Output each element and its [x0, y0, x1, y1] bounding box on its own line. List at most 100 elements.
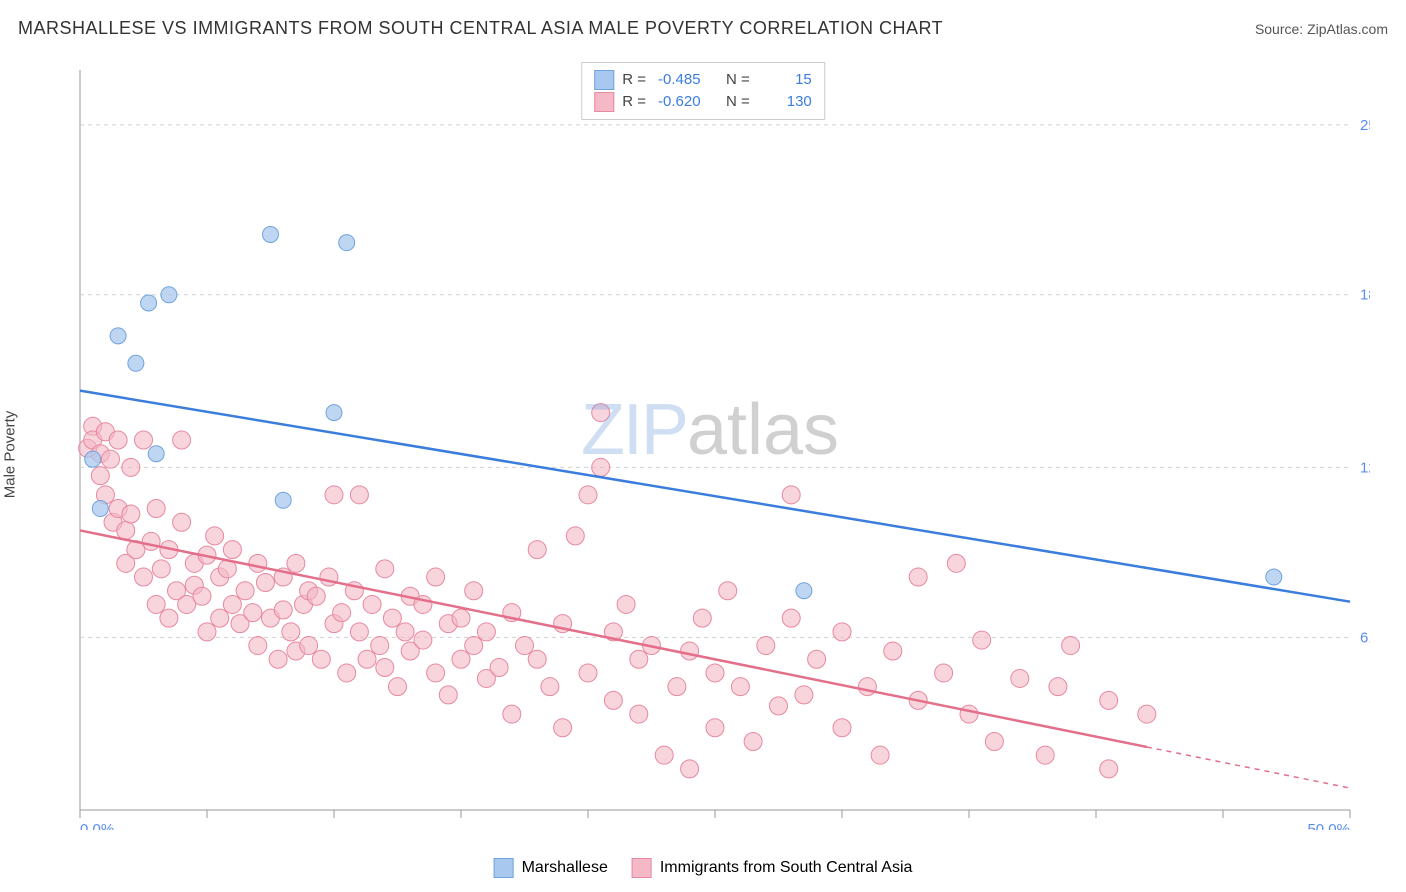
data-point [706, 719, 724, 737]
data-point [465, 637, 483, 655]
data-point [193, 587, 211, 605]
source-name: ZipAtlas.com [1307, 21, 1388, 37]
data-point [128, 355, 144, 371]
data-point [173, 513, 191, 531]
r-label: R = [622, 69, 646, 91]
data-point [236, 582, 254, 600]
data-point [300, 637, 318, 655]
data-point [681, 760, 699, 778]
data-point [414, 631, 432, 649]
y-tick-label: 12.5% [1360, 459, 1370, 476]
scatter-chart: 6.3%12.5%18.8%25.0%0.0%50.0% ZIPatlas [50, 60, 1370, 830]
data-point [249, 554, 267, 572]
data-point [796, 583, 812, 599]
data-point [223, 541, 241, 559]
data-point [122, 458, 140, 476]
data-point [244, 604, 262, 622]
data-point [383, 609, 401, 627]
data-point [1036, 746, 1054, 764]
data-point [630, 705, 648, 723]
data-point [325, 486, 343, 504]
series-name: Immigrants from South Central Asia [660, 859, 913, 877]
data-point [770, 697, 788, 715]
data-point [282, 623, 300, 641]
data-point [554, 719, 572, 737]
legend-swatch [632, 858, 652, 878]
data-point [617, 595, 635, 613]
data-point [541, 678, 559, 696]
data-point [371, 637, 389, 655]
data-point [91, 467, 109, 485]
data-point [160, 609, 178, 627]
data-point [516, 637, 534, 655]
data-point [528, 541, 546, 559]
data-point [269, 650, 287, 668]
data-point [223, 595, 241, 613]
data-point [452, 609, 470, 627]
data-point [122, 505, 140, 523]
y-axis-label: Male Poverty [2, 411, 19, 499]
data-point [85, 451, 101, 467]
data-point [396, 623, 414, 641]
n-label: N = [726, 69, 750, 91]
data-point [833, 623, 851, 641]
data-point [439, 686, 457, 704]
data-point [350, 486, 368, 504]
data-point [211, 609, 229, 627]
data-point [1049, 678, 1067, 696]
data-point [110, 328, 126, 344]
data-point [389, 678, 407, 696]
data-point [161, 287, 177, 303]
data-point [579, 664, 597, 682]
data-point [147, 500, 165, 518]
legend-swatch [594, 70, 614, 90]
data-point [744, 732, 762, 750]
data-point [350, 623, 368, 641]
data-point [452, 650, 470, 668]
data-point [871, 746, 889, 764]
data-point [935, 664, 953, 682]
r-label: R = [622, 91, 646, 113]
n-label: N = [726, 91, 750, 113]
data-point [173, 431, 191, 449]
data-point [141, 295, 157, 311]
data-point [326, 405, 342, 421]
data-point [338, 664, 356, 682]
data-point [206, 527, 224, 545]
legend-swatch [594, 92, 614, 112]
data-point [579, 486, 597, 504]
series-legend-item: Marshallese [494, 858, 608, 878]
data-point [376, 560, 394, 578]
data-point [795, 686, 813, 704]
data-point [960, 705, 978, 723]
y-tick-label: 18.8% [1360, 287, 1370, 304]
data-point [1100, 760, 1118, 778]
data-point [92, 501, 108, 517]
stats-legend: R =-0.485N =15R =-0.620N =130 [581, 62, 825, 120]
data-point [427, 568, 445, 586]
data-point [152, 560, 170, 578]
data-point [566, 527, 584, 545]
data-point [427, 664, 445, 682]
data-point [808, 650, 826, 668]
data-point [604, 691, 622, 709]
series-name: Marshallese [522, 859, 608, 877]
data-point [947, 554, 965, 572]
data-point [263, 226, 279, 242]
data-point [1100, 691, 1118, 709]
data-point [339, 235, 355, 251]
data-point [706, 664, 724, 682]
data-point [117, 521, 135, 539]
data-point [490, 658, 508, 676]
data-point [147, 595, 165, 613]
series-legend: Marshallese Immigrants from South Central… [494, 858, 913, 878]
chart-title: MARSHALLESE VS IMMIGRANTS FROM SOUTH CEN… [18, 18, 943, 39]
series-legend-item: Immigrants from South Central Asia [632, 858, 913, 878]
y-tick-label: 6.3% [1360, 629, 1370, 646]
data-point [249, 637, 267, 655]
data-point [1062, 637, 1080, 655]
data-point [148, 446, 164, 462]
data-point [655, 746, 673, 764]
stats-legend-row: R =-0.620N =130 [594, 91, 812, 113]
data-point [101, 450, 119, 468]
